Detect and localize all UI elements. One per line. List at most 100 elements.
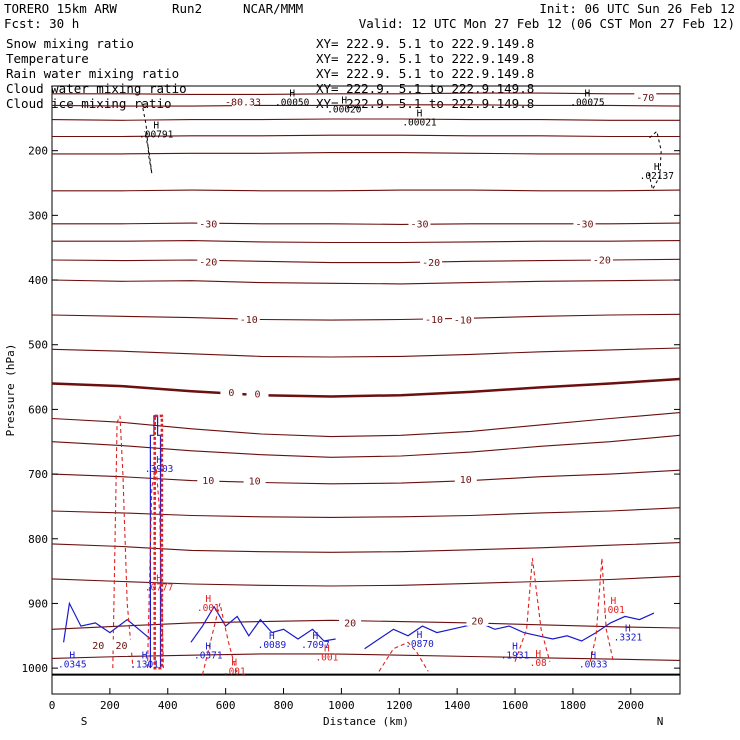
x-tick-label: 400 — [158, 699, 178, 712]
maximum-value: .0033 — [579, 660, 608, 671]
temperature-label: 10 — [249, 477, 261, 488]
temperature-label: 20 — [92, 641, 104, 652]
isotherm-line — [51, 279, 681, 285]
x-tick-label: 1000 — [328, 699, 355, 712]
temperature-label-bg — [573, 217, 596, 229]
temperature-label-bg — [237, 313, 260, 325]
temperature-label-bg — [243, 475, 266, 487]
maximum-marker: H — [611, 596, 617, 607]
rain-contour — [378, 641, 429, 672]
temperature-label-bg — [466, 614, 489, 626]
maximum-marker: H — [313, 631, 319, 642]
maximum-value: .00075 — [570, 97, 604, 108]
maximum-marker: H — [654, 162, 660, 173]
x-tick-label: 1800 — [560, 699, 587, 712]
maximum-marker: H — [205, 641, 211, 652]
maximum-marker: H — [153, 121, 159, 132]
legend-entry-rain: Rain water mixing ratio — [6, 66, 179, 81]
maximum-marker: H — [289, 88, 295, 99]
y-tick-label: 900 — [28, 597, 48, 610]
maximum-marker: H — [535, 649, 541, 660]
maximum-marker: H — [205, 594, 211, 605]
x-tick-label: 1600 — [502, 699, 529, 712]
heavy-rain-column — [153, 414, 164, 670]
forecast-hour: Fcst: 30 h — [4, 16, 79, 31]
isotherm-line — [51, 434, 681, 458]
temperature-label: -10 — [240, 315, 258, 326]
legend-xy-snow: XY= 222.9. 5.1 to 222.9.149.8 — [316, 36, 534, 51]
isotherm-line — [51, 118, 680, 121]
x-tick-label: 1200 — [386, 699, 413, 712]
isotherm-line — [51, 653, 681, 661]
temperature-label-bg — [451, 314, 474, 326]
y-axis-label: Pressure (hPa) — [4, 344, 17, 437]
maximum-value: .1301 — [130, 660, 159, 671]
x-tick-label: 2000 — [618, 699, 645, 712]
header: TORERO 15km ARW Run2 NCAR/MMM Init: 06 U… — [4, 1, 735, 31]
rain-contour — [146, 467, 164, 669]
isotherm-line — [51, 313, 681, 321]
legend-entry-cloud-water: Cloud water mixing ratio — [6, 81, 187, 96]
maximum-value: .00050 — [275, 97, 310, 108]
maximum-value: .00791 — [139, 130, 174, 141]
temperature-label-bg — [454, 473, 477, 485]
maximum-marker: H — [341, 96, 347, 107]
x-tick-label: 800 — [274, 699, 294, 712]
plot-layer: -80.33 -70 -30 -30 -30 -20 -20 -20 -10 -10 -10 0 0 10… — [51, 88, 681, 678]
rain-contour — [112, 415, 134, 669]
x-tick-label: 0 — [49, 699, 56, 712]
rain-contour — [514, 558, 551, 662]
y-tick-label: 400 — [28, 274, 48, 287]
x-axis-label: Distance (km) — [323, 715, 409, 728]
isotherm-line — [51, 542, 681, 553]
legend-entry-temperature: Temperature — [6, 51, 89, 66]
temperature-label-bg — [197, 255, 220, 267]
isotherm-line — [51, 507, 681, 518]
temperature-label-bg — [634, 91, 657, 103]
isotherm-line — [51, 412, 681, 438]
maximum-value: .001 — [223, 667, 246, 678]
y-tick-label: 200 — [28, 145, 48, 158]
model-title: TORERO 15km ARW — [4, 1, 117, 16]
rain-contour — [589, 558, 614, 662]
temperature-label-bg — [423, 313, 445, 325]
temperature-label-bg — [110, 639, 133, 651]
legend-entry-cloud-ice: Cloud ice mixing ratio — [6, 96, 172, 111]
isotherm-line — [51, 377, 681, 398]
y-tick-label: 800 — [28, 533, 48, 546]
isotherm-line — [51, 258, 681, 264]
maximum-marker: H — [417, 630, 423, 641]
cloud-water-contour — [190, 605, 336, 643]
isotherm-line — [52, 152, 680, 155]
axes-layer: 0 200 400 600 800 1000 1200 1400 1600 1800 2000200… — [22, 145, 680, 712]
temperature-label-bg — [420, 256, 443, 268]
temperature-label-bg — [197, 474, 220, 486]
maximum-value: .00020 — [327, 105, 362, 116]
y-tick-label: 700 — [28, 468, 48, 481]
maximum-value: .00021 — [402, 118, 437, 129]
temperature-label-bg — [197, 217, 220, 229]
temperature-label: -80.33 — [225, 98, 261, 109]
run-label: Run2 — [172, 1, 202, 16]
maximum-marker: H — [142, 651, 148, 662]
isotherm-line — [51, 575, 681, 587]
maximum-marker: H — [512, 641, 518, 652]
temperature-label: 20 — [115, 641, 127, 652]
legend-xy-temperature: XY= 222.9. 5.1 to 222.9.149.8 — [316, 51, 534, 66]
maximum-value: .3903 — [145, 464, 174, 475]
maximum-value: .001 — [315, 652, 338, 663]
temperature-label: 20 — [344, 618, 356, 629]
y-tick-label: 1000 — [22, 662, 49, 675]
temperature-label-bg — [590, 254, 613, 265]
x-tick-label: 1400 — [444, 699, 471, 712]
maximum-value: .0870 — [405, 639, 434, 650]
x-tick-label: 600 — [216, 699, 236, 712]
maximum-value: .08 — [530, 658, 547, 669]
cloud-ice-contour — [141, 102, 153, 174]
south-end-label: S — [81, 715, 88, 728]
temperature-label: 20 — [471, 616, 483, 627]
maximum-marker: H — [590, 651, 596, 662]
temperature-label: 0 — [228, 388, 234, 399]
y-tick-label: 300 — [28, 209, 48, 222]
